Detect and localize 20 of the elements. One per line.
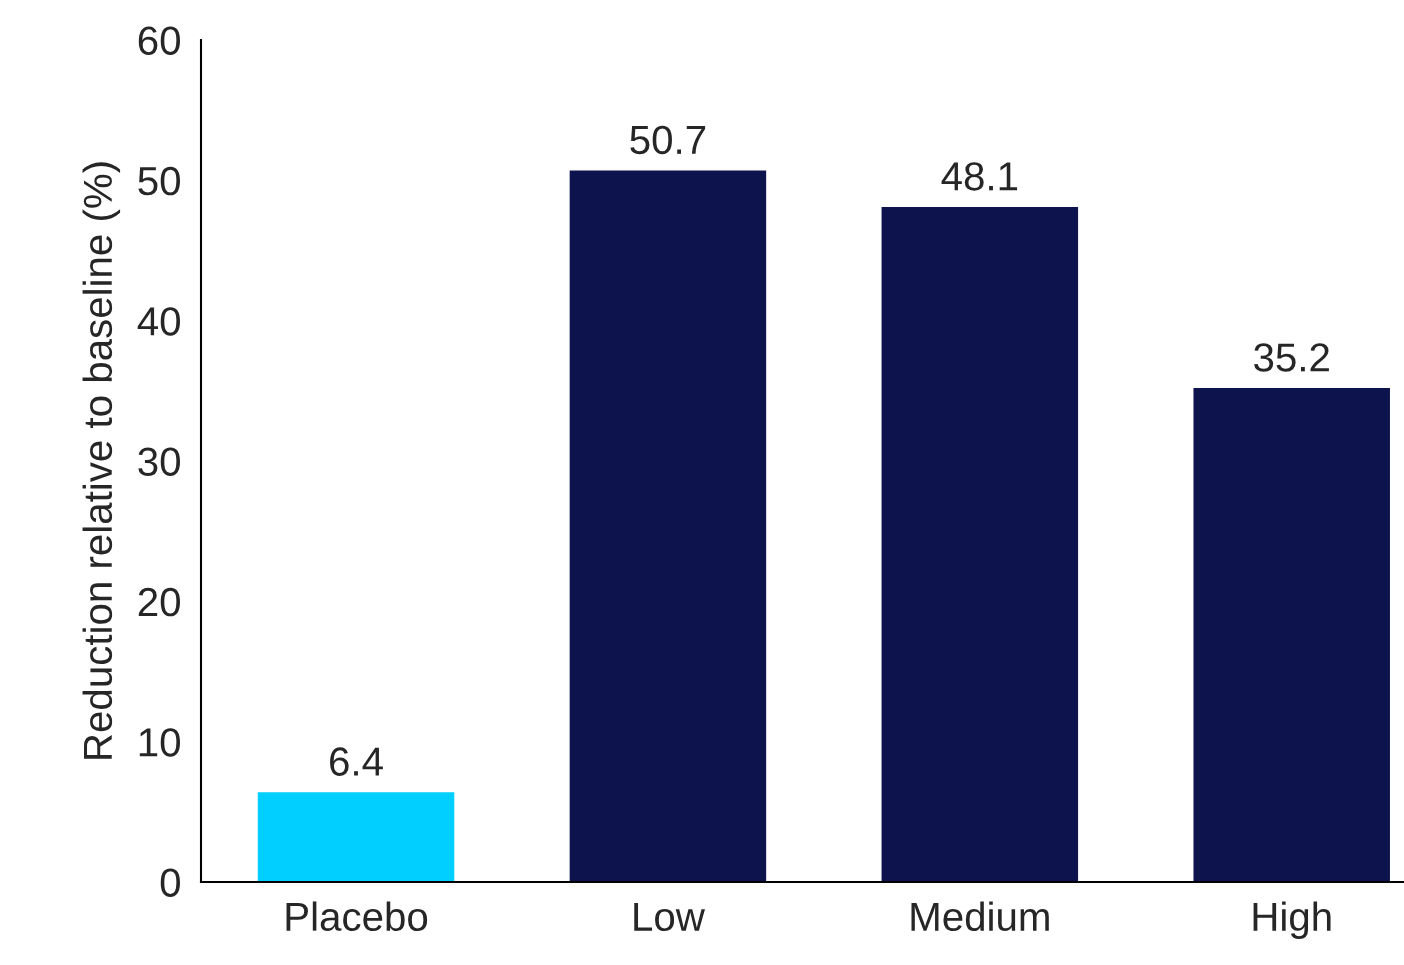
bar xyxy=(1193,388,1390,882)
x-tick-label: Medium xyxy=(911,901,1049,932)
x-tick-label: Low xyxy=(634,902,705,932)
bar xyxy=(569,170,767,882)
y-tick-label: 50 xyxy=(138,166,180,196)
y-tick-label: 30 xyxy=(138,447,180,476)
x-tick-label: Placebo xyxy=(286,901,428,932)
y-tick-label: 20 xyxy=(138,587,180,617)
y-tick-label: 60 xyxy=(138,26,180,55)
y-axis-title: Reduction relative to baseline (%) xyxy=(82,162,121,759)
y-tick-label: 0 xyxy=(160,868,180,897)
bar xyxy=(257,792,455,882)
data-label: 50.7 xyxy=(630,125,706,155)
y-tick-label: 10 xyxy=(139,728,180,757)
data-label: 6.4 xyxy=(330,747,383,776)
bar xyxy=(881,207,1079,882)
y-tick-label: 40 xyxy=(137,307,180,336)
x-tick-label: High xyxy=(1253,901,1331,939)
data-label: 48.1 xyxy=(941,162,1018,191)
data-label: 35.2 xyxy=(1254,343,1329,372)
